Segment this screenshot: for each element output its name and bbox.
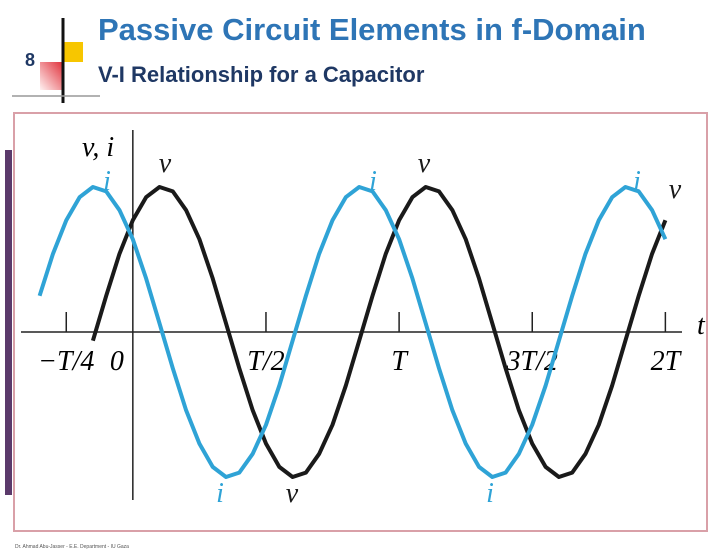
curve-label: i: [633, 166, 641, 197]
curve-label: v: [286, 478, 299, 509]
slide-subtitle: V-I Relationship for a Capacitor: [98, 62, 425, 87]
series-line: [37, 185, 668, 479]
x-tick-label: T: [391, 346, 409, 377]
slide-title: Passive Circuit Elements in f-Domain: [98, 12, 646, 47]
footer: Dr. Ahmad Abu-Jasser - E.E. Department -…: [15, 544, 129, 550]
curve-label: v: [159, 148, 172, 179]
x-tick-label: T/2: [247, 346, 284, 377]
series-line: [90, 185, 668, 479]
curve-label: i: [216, 478, 224, 509]
x-tick-label: 2T: [651, 346, 683, 377]
x-axis-label: t: [697, 310, 706, 341]
figure-frame: [13, 112, 708, 532]
deco-square: [63, 42, 83, 62]
y-axis-label: v, i: [82, 132, 114, 163]
curve-label: i: [369, 166, 377, 197]
side-bar: [5, 150, 12, 495]
slide-number: 8: [25, 50, 35, 70]
x-tick-label: −T/4: [38, 346, 94, 377]
curve-label: i: [103, 166, 111, 197]
x-tick-label: 0: [110, 346, 124, 377]
deco-square: [40, 62, 63, 90]
curve-label: v: [669, 174, 682, 205]
curve-label: v: [418, 148, 431, 179]
curve-label: i: [486, 478, 494, 509]
